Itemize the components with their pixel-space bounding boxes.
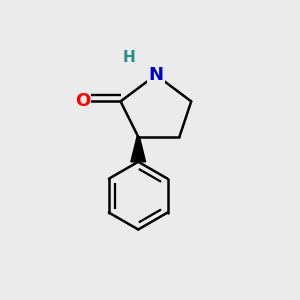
- Text: H: H: [123, 50, 136, 65]
- Polygon shape: [131, 137, 146, 162]
- Text: O: O: [75, 92, 90, 110]
- Text: N: N: [148, 66, 164, 84]
